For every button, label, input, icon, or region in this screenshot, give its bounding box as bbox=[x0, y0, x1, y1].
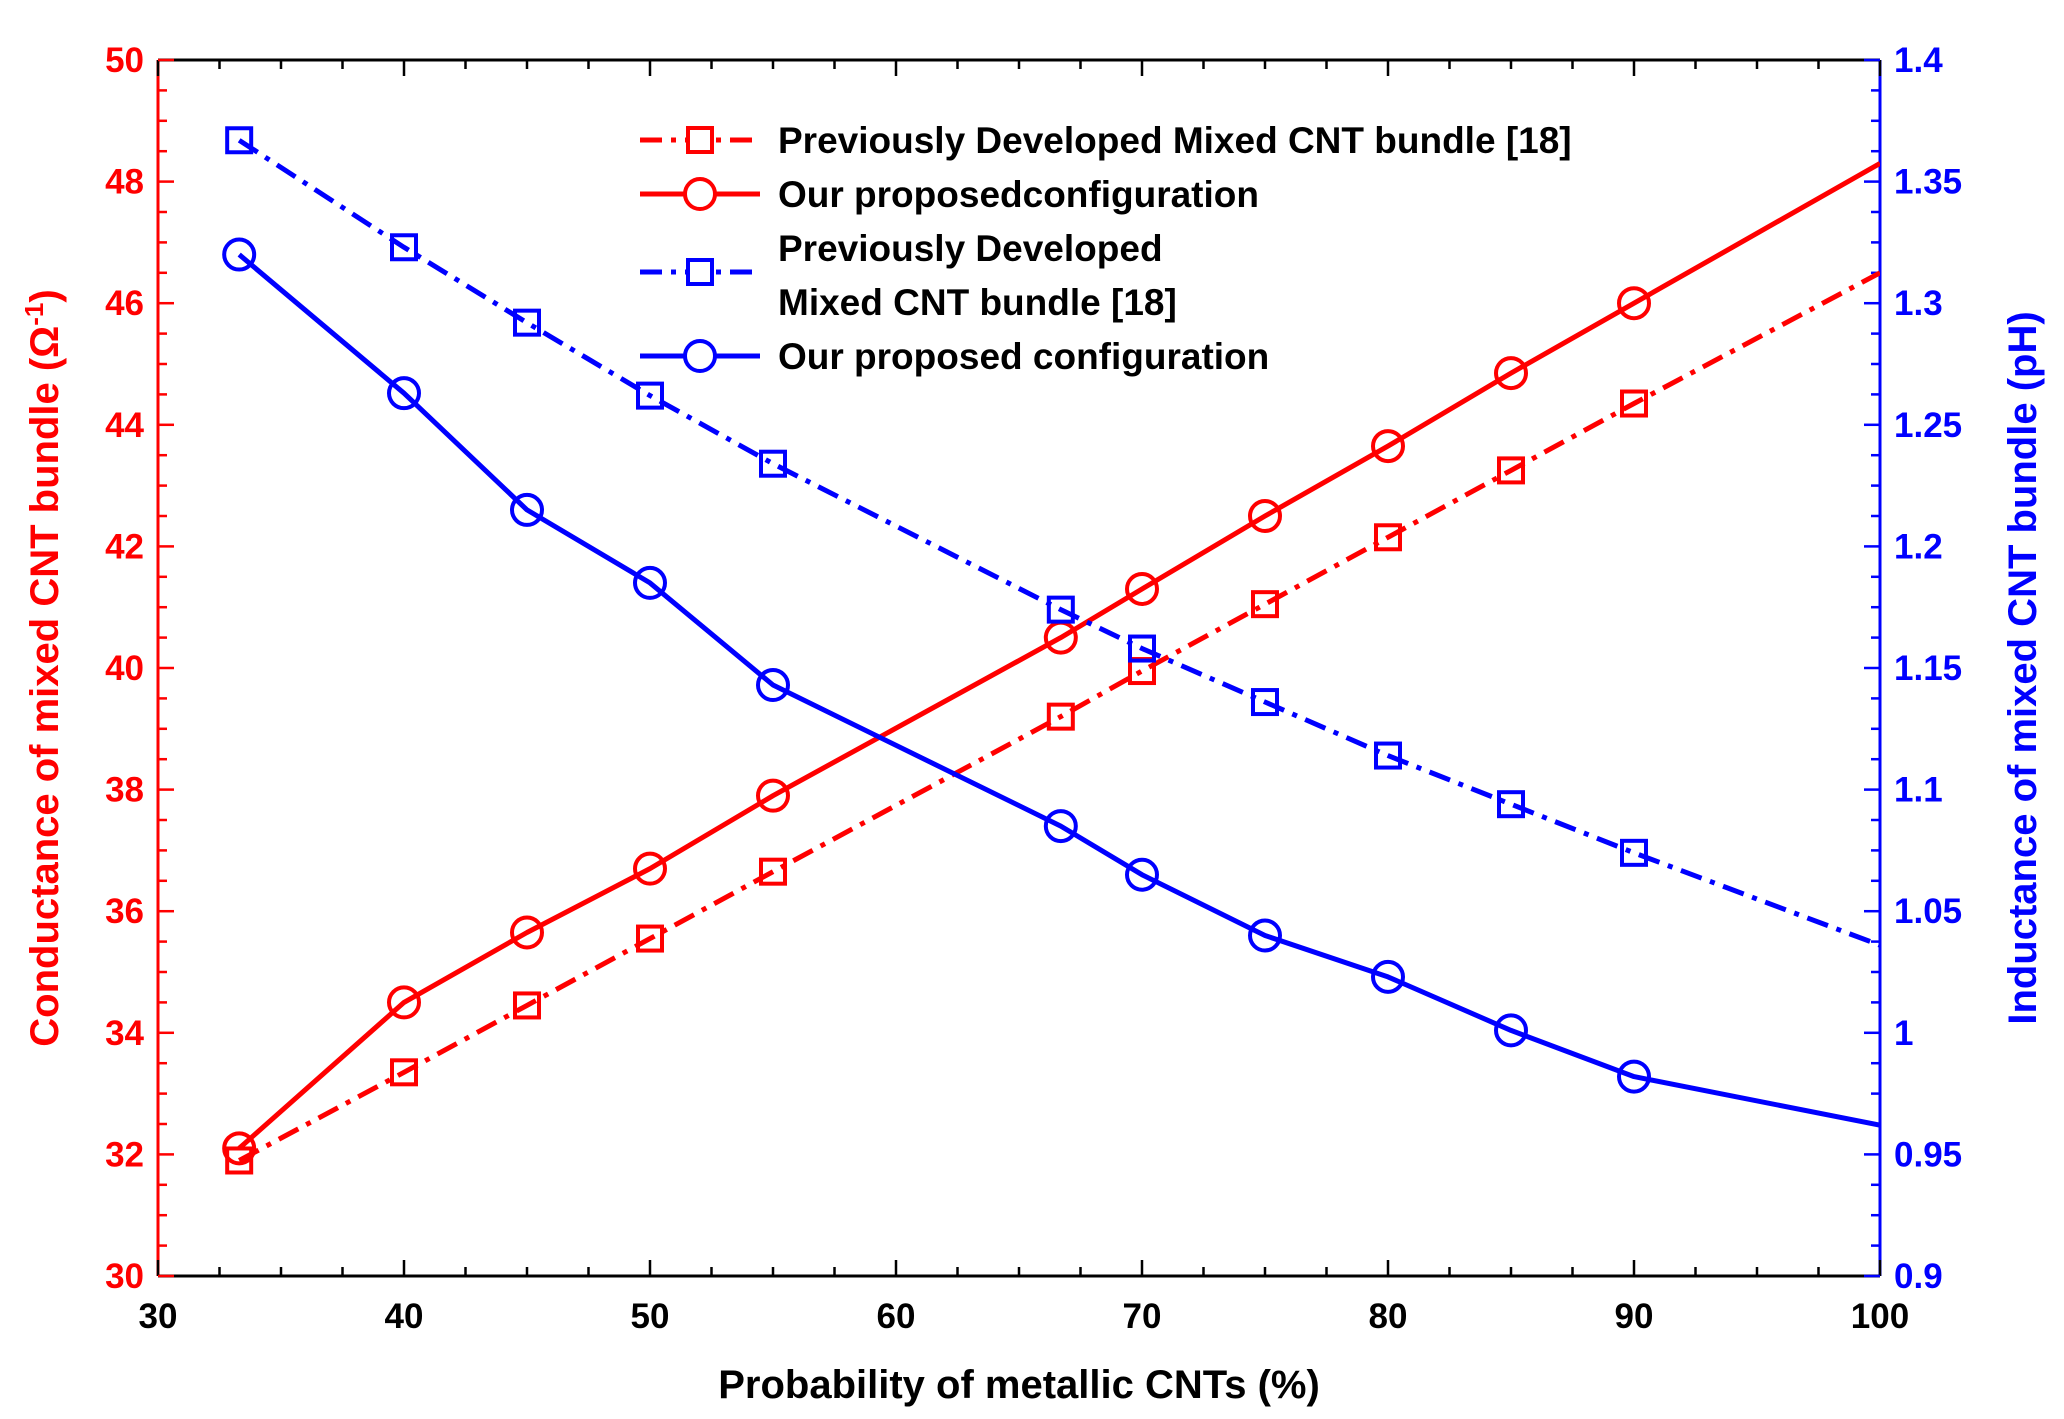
y-right-tick-label: 1.3 bbox=[1894, 284, 1943, 323]
x-axis-title: Probability of metallic CNTs (%) bbox=[718, 1363, 1320, 1407]
series-line-2 bbox=[237, 138, 1880, 948]
legend: Previously Developed Mixed CNT bundle [1… bbox=[640, 120, 1572, 377]
series-0-marker bbox=[1046, 702, 1075, 731]
y-right-tick-label: 1.25 bbox=[1894, 406, 1962, 445]
y-left-axis-title: Conductance of mixed CNT bundle (Ω-1) bbox=[19, 289, 67, 1046]
series-1-marker bbox=[633, 851, 667, 886]
series-1-marker bbox=[1248, 499, 1282, 533]
series-3-marker bbox=[510, 492, 544, 527]
series-1-marker bbox=[222, 1131, 257, 1166]
legend-marker-prev-blue bbox=[686, 258, 714, 286]
x-tick-label: 90 bbox=[1615, 1297, 1654, 1336]
series-2-marker bbox=[1620, 838, 1648, 867]
y-left-axis-title-close: ) bbox=[23, 289, 67, 302]
y-right-tick-label: 1.05 bbox=[1894, 892, 1962, 931]
series-3-marker bbox=[1248, 918, 1282, 953]
series-0-marker bbox=[225, 1146, 254, 1175]
series-0-marker bbox=[636, 924, 664, 953]
y-right-tick-label: 0.9 bbox=[1894, 1257, 1943, 1296]
series-0-marker bbox=[1497, 456, 1525, 485]
y-left-tick-label: 44 bbox=[105, 406, 144, 445]
series-0-marker bbox=[1128, 657, 1156, 686]
series-0-marker bbox=[1620, 389, 1648, 418]
y-left-tick-label: 48 bbox=[105, 163, 144, 202]
y-left-tick-label: 36 bbox=[105, 892, 144, 931]
y-left-tick-label: 38 bbox=[105, 771, 144, 810]
series-3-marker bbox=[1371, 959, 1405, 994]
series-2-marker bbox=[225, 126, 254, 155]
legend-label-prev-red: Previously Developed Mixed CNT bundle [1… bbox=[778, 120, 1572, 161]
series-2-marker bbox=[636, 381, 664, 410]
x-tick-label: 60 bbox=[877, 1297, 916, 1336]
series-0-marker bbox=[513, 991, 541, 1020]
y-right-tick-label: 1.2 bbox=[1894, 527, 1943, 566]
series-1-marker bbox=[387, 985, 421, 1020]
legend-label-proposed-blue: Our proposed configuration bbox=[778, 336, 1269, 377]
series-3-marker bbox=[633, 565, 667, 600]
series-1-marker bbox=[1125, 571, 1159, 606]
series-0-marker bbox=[1374, 523, 1402, 552]
x-tick-label: 30 bbox=[139, 1297, 178, 1336]
y-left-tick-label: 40 bbox=[105, 649, 144, 688]
series-1-marker bbox=[1494, 356, 1528, 391]
series-3-marker bbox=[1125, 857, 1159, 892]
x-tick-label: 80 bbox=[1369, 1297, 1408, 1336]
series-2-marker bbox=[1251, 688, 1279, 717]
series-2-marker bbox=[1128, 634, 1156, 663]
legend-marker-prev-red bbox=[686, 126, 714, 154]
y-left-tick-label: 32 bbox=[105, 1135, 144, 1174]
series-line-0 bbox=[238, 270, 1880, 1163]
y-right-tick-label: 1.35 bbox=[1894, 163, 1962, 202]
series-2-marker bbox=[1046, 595, 1075, 624]
y-right-tick-label: 1.15 bbox=[1894, 649, 1962, 688]
marker-layer bbox=[222, 126, 1651, 1175]
legend-marker-proposed-blue bbox=[683, 339, 717, 373]
x-tick-label: 40 bbox=[385, 1297, 424, 1336]
series-0-marker bbox=[1251, 590, 1279, 619]
series-3-marker bbox=[222, 237, 257, 272]
y-left-axis-title-main: Conductance of mixed CNT bundle (Ω bbox=[23, 326, 67, 1047]
x-tick-label: 70 bbox=[1123, 1297, 1162, 1336]
y-right-tick-label: 1.4 bbox=[1894, 41, 1943, 80]
series-2-marker bbox=[759, 449, 787, 478]
legend-label-prev-blue-line2: Mixed CNT bundle [18] bbox=[778, 282, 1177, 323]
y-right-tick-label: 1 bbox=[1894, 1014, 1913, 1053]
series-1-marker bbox=[1371, 429, 1405, 464]
y-right-tick-label: 0.95 bbox=[1894, 1135, 1962, 1174]
legend-label-prev-blue-line1: Previously Developed bbox=[778, 228, 1163, 269]
y-left-axis-title-sup: -1 bbox=[19, 303, 49, 326]
series-0-marker bbox=[390, 1058, 418, 1087]
y-left-tick-label: 30 bbox=[105, 1257, 144, 1296]
series-2-marker bbox=[390, 233, 418, 262]
legend-marker-proposed-red bbox=[683, 177, 717, 211]
series-1-marker bbox=[510, 915, 544, 950]
series-2-marker bbox=[1374, 741, 1402, 770]
y-right-tick-label: 1.1 bbox=[1894, 771, 1943, 810]
series-3-marker bbox=[1043, 809, 1078, 844]
series-layer bbox=[237, 138, 1880, 1163]
y-left-tick-label: 34 bbox=[105, 1014, 144, 1053]
y-left-tick-label: 42 bbox=[105, 527, 144, 566]
axis-ticks bbox=[156, 58, 1882, 1278]
series-3-marker bbox=[1617, 1059, 1651, 1094]
y-left-tick-label: 50 bbox=[105, 41, 144, 80]
x-tick-label: 50 bbox=[631, 1297, 670, 1336]
y-right-axis-title: Inductance of mixed CNT bundle (pH) bbox=[2001, 311, 2045, 1024]
series-1-marker bbox=[1617, 286, 1651, 321]
series-3-marker bbox=[756, 668, 790, 703]
series-line-1 bbox=[237, 161, 1880, 1151]
series-0-marker bbox=[759, 857, 787, 886]
series-line-3 bbox=[237, 252, 1880, 1128]
legend-label-proposed-red: Our proposedconfiguration bbox=[778, 174, 1259, 215]
axis-tick-labels: 30 40 50 60 70 80 90 100 30 32 34 36 38 40 42 44 46 48 50 0… bbox=[105, 41, 1962, 1336]
series-1-marker bbox=[756, 778, 790, 813]
series-2-marker bbox=[1497, 790, 1525, 819]
x-tick-label: 100 bbox=[1851, 1297, 1909, 1336]
series-3-marker bbox=[1494, 1013, 1528, 1048]
series-3-marker bbox=[387, 376, 421, 411]
y-left-tick-label: 46 bbox=[105, 284, 144, 323]
series-2-marker bbox=[513, 308, 541, 337]
